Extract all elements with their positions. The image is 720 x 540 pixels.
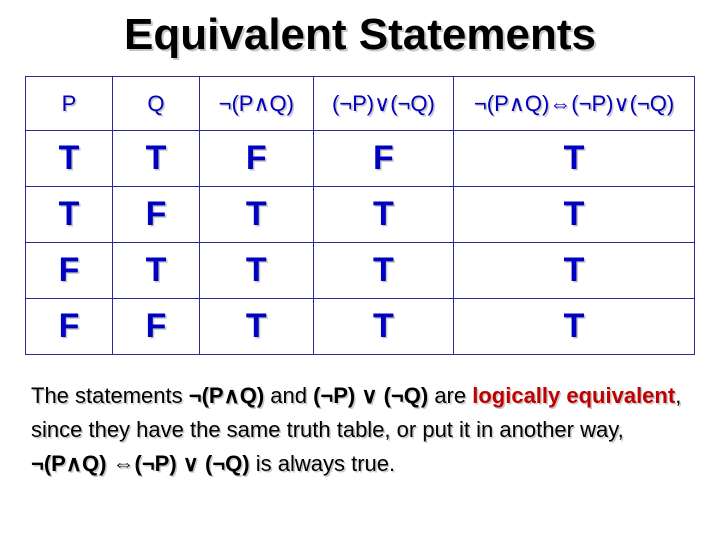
cell: T <box>313 243 453 299</box>
table-row: F F T T T <box>26 299 695 355</box>
cell: T <box>454 131 695 187</box>
term-logically-equivalent: logically equivalent <box>472 383 675 408</box>
table-row: F T T T T <box>26 243 695 299</box>
cell: F <box>313 131 453 187</box>
text: and <box>264 383 313 408</box>
expr: ¬(P∧Q) <box>189 383 264 408</box>
cell: F <box>26 243 113 299</box>
col-header: Q <box>112 77 199 131</box>
col-header: P <box>26 77 113 131</box>
cell: T <box>313 299 453 355</box>
text: is always true. <box>250 451 396 476</box>
explanation-text: The statements ¬(P∧Q) and (¬P) ∨ (¬Q) ar… <box>25 379 695 481</box>
cell: F <box>199 131 313 187</box>
cell: T <box>199 299 313 355</box>
cell: F <box>26 299 113 355</box>
cell: F <box>112 187 199 243</box>
cell: T <box>199 187 313 243</box>
cell: T <box>313 187 453 243</box>
cell: T <box>112 131 199 187</box>
cell: T <box>454 187 695 243</box>
truth-table: P Q ¬(P∧Q) (¬P)∨(¬Q) ¬(P∧Q)⇔(¬P)∨(¬Q) T … <box>25 76 695 355</box>
table-row: T F T T T <box>26 187 695 243</box>
text: The statements <box>31 383 189 408</box>
cell: T <box>454 243 695 299</box>
cell: T <box>112 243 199 299</box>
table-header-row: P Q ¬(P∧Q) (¬P)∨(¬Q) ¬(P∧Q)⇔(¬P)∨(¬Q) <box>26 77 695 131</box>
col-header: (¬P)∨(¬Q) <box>313 77 453 131</box>
cell: T <box>26 187 113 243</box>
page-title: Equivalent Statements <box>25 10 695 60</box>
col-header: ¬(P∧Q) <box>199 77 313 131</box>
col-header: ¬(P∧Q)⇔(¬P)∨(¬Q) <box>454 77 695 131</box>
cell: F <box>112 299 199 355</box>
text: are <box>428 383 472 408</box>
expr: (¬P) ∨ (¬Q) <box>313 383 428 408</box>
table-row: T T F F T <box>26 131 695 187</box>
cell: T <box>454 299 695 355</box>
expr: ¬(P∧Q) ⇔(¬P) ∨ (¬Q) <box>31 451 250 476</box>
cell: T <box>199 243 313 299</box>
cell: T <box>26 131 113 187</box>
